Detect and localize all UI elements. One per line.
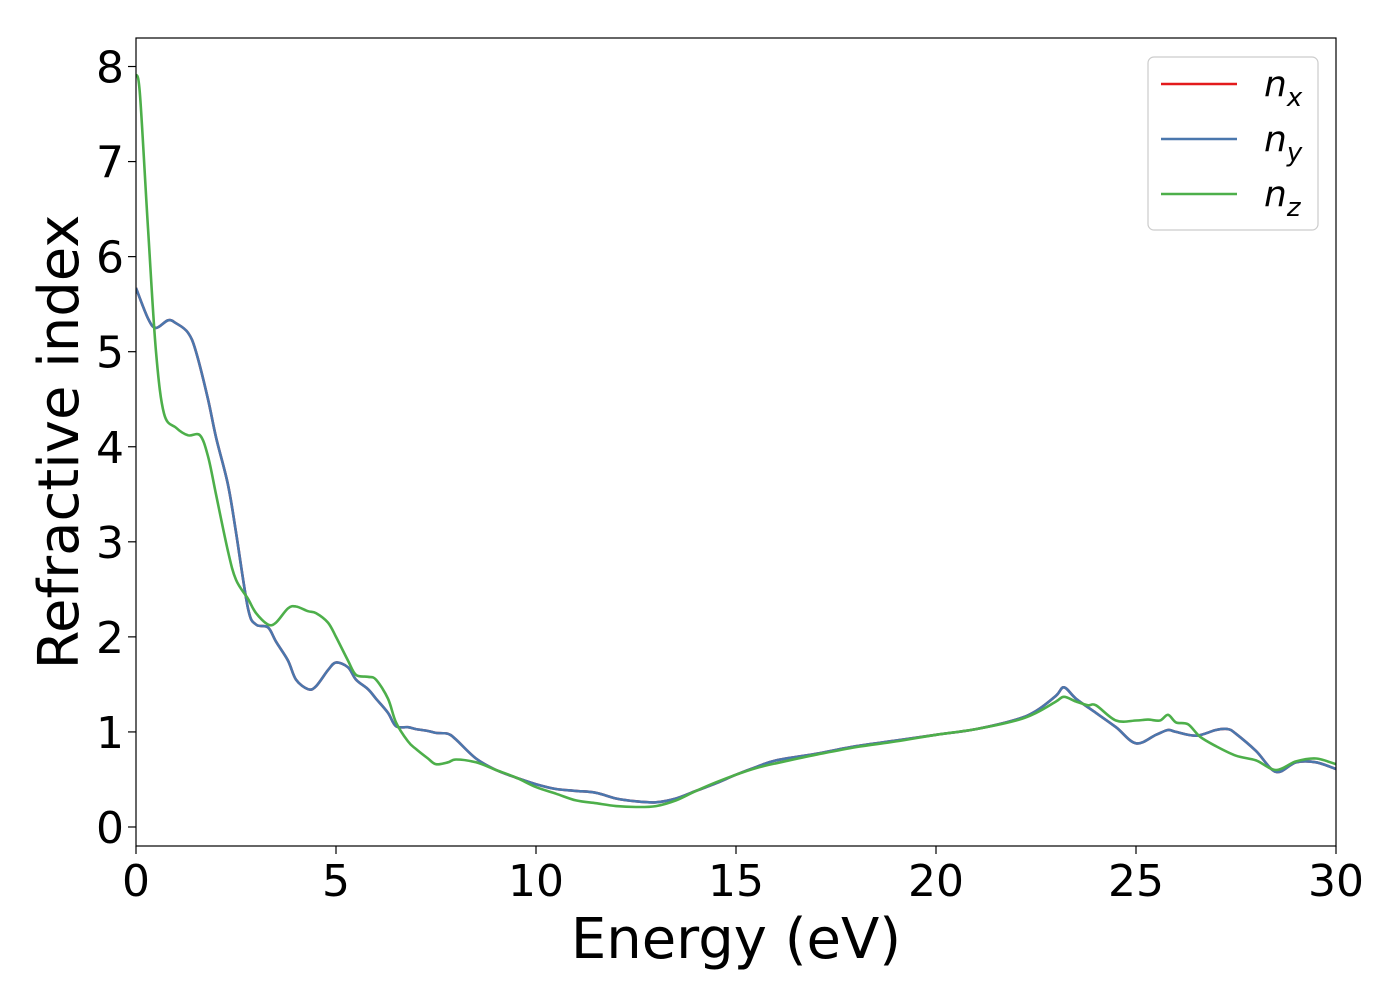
y-tick-label: 1 <box>96 708 124 759</box>
legend-label-nz: nz <box>1264 174 1302 223</box>
x-tick-label: 15 <box>708 856 764 907</box>
legend-label-subscript: z <box>1286 193 1302 223</box>
series-layer <box>136 73 1336 809</box>
y-tick-label: 3 <box>96 518 124 569</box>
series-line-ny <box>136 287 1336 804</box>
legend-label-nx: nx <box>1264 64 1303 113</box>
series-line-nz <box>136 73 1336 809</box>
legend-label-subscript: y <box>1286 138 1303 168</box>
x-tick-label: 20 <box>908 856 964 907</box>
y-tick-label: 0 <box>96 803 124 854</box>
y-tick-label: 4 <box>96 423 124 474</box>
y-tick-label: 2 <box>96 613 124 664</box>
plot-area <box>136 38 1336 846</box>
y-axis-label: Refractive index <box>27 215 92 670</box>
y-tick-label: 5 <box>96 328 124 379</box>
x-axis-ticks: 0 5 10 15 20 25 30 <box>122 846 1364 907</box>
x-tick-label: 25 <box>1108 856 1164 907</box>
legend-box <box>1147 56 1319 231</box>
x-tick-label: 0 <box>122 856 150 907</box>
x-tick-label: 30 <box>1308 856 1364 907</box>
legend-label-base: n <box>1264 119 1287 160</box>
y-axis-ticks: 0 1 2 3 4 5 6 7 8 <box>96 43 136 854</box>
legend-label-ny: ny <box>1264 119 1303 168</box>
legend-label-base: n <box>1264 174 1287 215</box>
y-tick-label: 6 <box>96 233 124 284</box>
y-tick-label: 8 <box>96 43 124 94</box>
x-tick-label: 5 <box>322 856 350 907</box>
legend-label-base: n <box>1264 64 1287 105</box>
y-tick-label: 7 <box>96 138 124 189</box>
legend-label-subscript: x <box>1286 83 1303 113</box>
x-tick-label: 10 <box>508 856 564 907</box>
x-axis-label: Energy (eV) <box>571 907 901 972</box>
